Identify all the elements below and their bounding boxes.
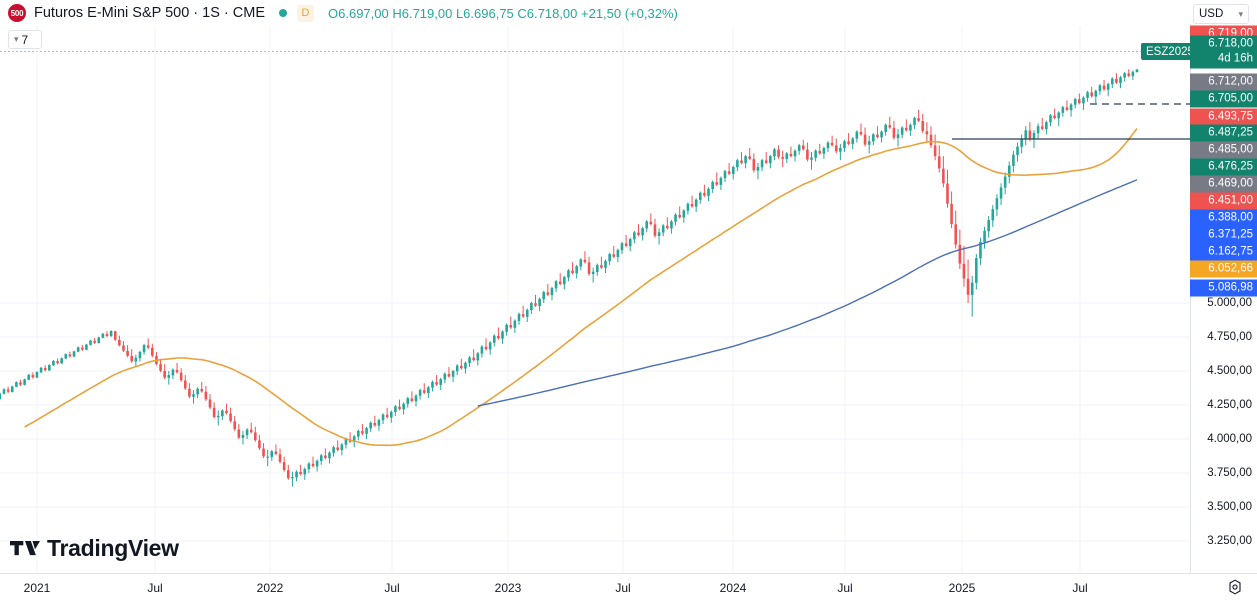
symbol-title[interactable]: Futuros E-Mini S&P 500 · 1S · CME [34,5,266,21]
price-tag-value: 6.712,00 [1208,75,1253,88]
market-open-dot-icon [279,9,288,17]
price-level-tag[interactable]: 6.162,75 [1190,243,1257,261]
time-axis-label: Jul [384,581,400,595]
tradingview-watermark: TradingView [10,535,179,562]
interval-badge[interactable]: D [297,4,315,22]
price-tag-value: 6.705,00 [1208,92,1253,105]
price-axis[interactable]: 5.000,00 4.750,00 4.500,00 4.250,00 4.000,00… [1190,25,1257,573]
legend-count: 7 [21,32,29,47]
time-axis-label: Jul [837,581,853,595]
price-gridline-label: 4.750,00 [1207,331,1252,343]
price-tag-value: 6.487,25 [1208,126,1253,139]
price-tag-value: 6.451,00 [1208,194,1253,207]
price-tag-value: 6.388,00 [1208,211,1253,224]
price-level-tag[interactable]: 6.388,00 [1190,209,1257,227]
price-level-tag[interactable]: 6.469,00 [1190,175,1257,193]
price-level-tag[interactable]: 6.712,00 [1190,73,1257,91]
current-price-tag[interactable]: 6.718,00 4d 16h [1190,35,1257,69]
time-axis-label: 2021 [23,581,51,595]
price-tag-value: 6.718,00 [1208,37,1253,50]
legend-collapse-toggle[interactable]: ▾ 7 [8,30,42,49]
price-tag-value: 6.485,00 [1208,143,1253,156]
currency-label: USD [1199,8,1224,20]
price-level-tag[interactable]: 6.705,00 [1190,90,1257,108]
legend-separator [0,51,1190,52]
price-tag-value: 6.476,25 [1208,160,1253,173]
chart-plot-area[interactable] [0,26,1190,573]
price-gridline-label: 3.500,00 [1207,501,1252,513]
time-axis-label: 2023 [494,581,522,595]
time-axis-label: Jul [1072,581,1088,595]
chart-svg [0,26,1190,573]
price-level-tag[interactable]: 6.052,66 [1190,260,1257,278]
chevron-down-icon: ▾ [1238,8,1243,19]
price-level-tag[interactable]: 5.086,98 [1190,279,1257,297]
price-level-tag[interactable]: 6.451,00 [1190,192,1257,210]
price-gridline-label: 4.500,00 [1207,365,1252,377]
settings-gear-icon[interactable] [1227,579,1243,595]
time-axis-label: 2025 [948,581,976,595]
symbol-price-badge[interactable]: ESZ2025 [1141,43,1199,60]
sp500-logo-icon: 500 [8,4,26,22]
ohlc-values: O6.697,00 H6.719,00 L6.696,75 C6.718,00 … [328,5,678,21]
price-gridline-label: 4.000,00 [1207,433,1252,445]
watermark-text: TradingView [47,535,179,561]
price-tag-value: 5.086,98 [1208,281,1253,294]
price-level-tag[interactable]: 6.487,25 [1190,124,1257,142]
time-axis[interactable]: 2021 Jul 2022 Jul 2023 Jul 2024 Jul 2025 Jul [0,573,1257,601]
time-axis-label: 2022 [256,581,284,595]
price-tag-value: 6.052,66 [1208,262,1253,275]
chart-header: 500 Futuros E-Mini S&P 500 · 1S · CME D … [0,0,1257,26]
price-gridline-label: 5.000,00 [1207,297,1252,309]
price-tag-value: 6.469,00 [1208,177,1253,190]
tradingview-logo-icon [10,541,40,556]
price-tag-value: 6.371,25 [1208,228,1253,241]
price-tag-value: 6.493,75 [1208,110,1253,123]
price-gridline-label: 4.250,00 [1207,399,1252,411]
bar-countdown: 4d 16h [1217,52,1253,65]
time-axis-label: Jul [147,581,163,595]
price-gridline-label: 3.750,00 [1207,467,1252,479]
time-axis-label: 2024 [719,581,747,595]
chevron-down-icon: ▾ [14,34,19,44]
price-level-tag[interactable]: 6.493,75 [1190,108,1257,126]
price-gridline-label: 3.250,00 [1207,535,1252,547]
time-axis-label: Jul [615,581,631,595]
price-level-tag[interactable]: 6.371,25 [1190,226,1257,244]
currency-selector[interactable]: USD ▾ [1193,4,1249,24]
price-level-tag[interactable]: 6.485,00 [1190,141,1257,159]
price-tag-value: 6.162,75 [1208,245,1253,258]
price-level-tag[interactable]: 6.476,25 [1190,158,1257,176]
